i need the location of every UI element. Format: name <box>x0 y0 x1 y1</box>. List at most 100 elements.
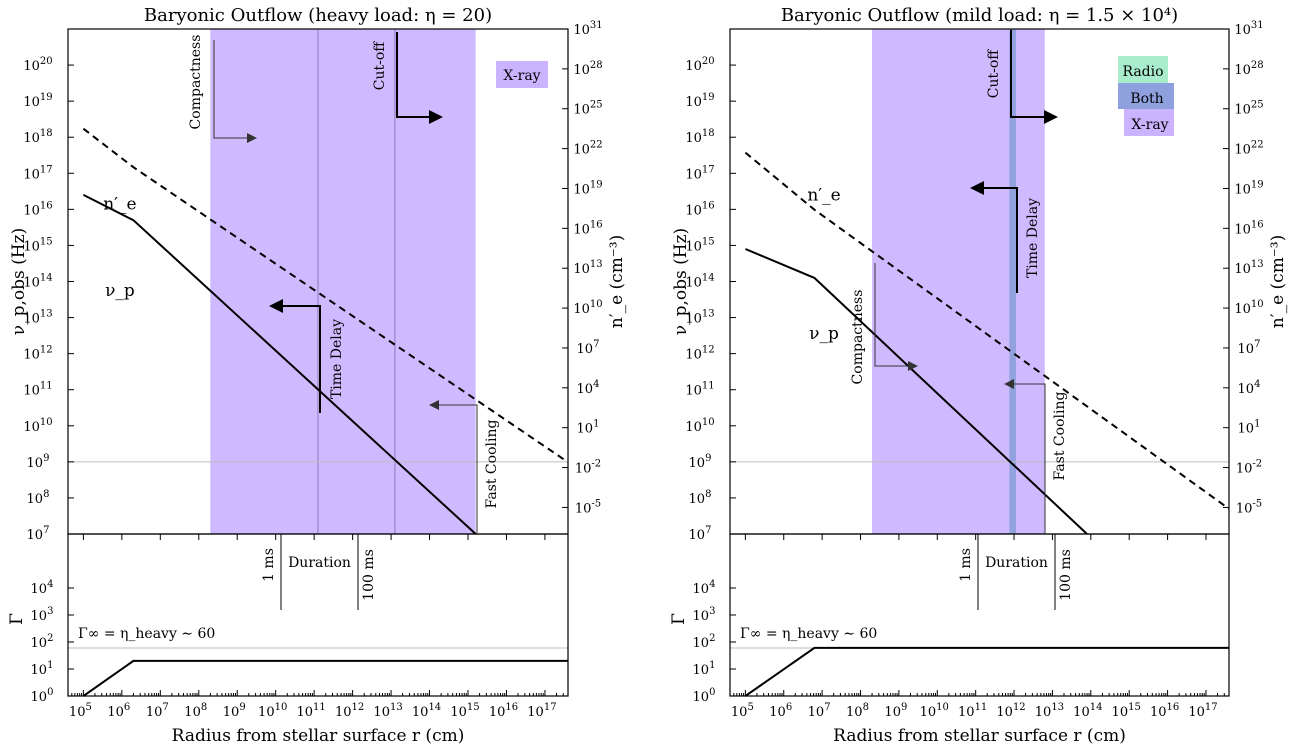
y-right-tick-label: 1031 <box>1234 20 1263 38</box>
x-tick-label: 1016 <box>1150 702 1179 720</box>
y-right-tick-label: 1016 <box>573 219 602 237</box>
x-tick-label: 105 <box>69 702 92 720</box>
y-right-tick-label: 10-2 <box>575 459 601 477</box>
time-delay-label: Time Delay <box>1025 198 1041 278</box>
series-gamma <box>82 659 568 697</box>
shaded-region-x-ray <box>210 29 476 534</box>
compactness-arrow <box>874 263 913 367</box>
cutoff-label: Cut-off <box>372 41 388 91</box>
legend-label-both: Both <box>1130 91 1163 107</box>
gamma-inf-label: Γ∞ = η_heavy ∼ 60 <box>78 626 215 642</box>
x-tick-label: 108 <box>184 702 207 720</box>
time-delay-arrow <box>977 187 1018 293</box>
duration-label: Duration <box>985 555 1048 571</box>
y-left-tick-label: 1018 <box>23 128 52 146</box>
shaded-region-both <box>1009 29 1016 534</box>
y-left-tick-label: 1013 <box>23 309 52 327</box>
x-tick-label: 1015 <box>1112 702 1141 720</box>
y-gamma-tick-label: 102 <box>693 633 716 651</box>
y-axis-label-gamma: Γ <box>7 613 27 625</box>
y-gamma-tick-label: 104 <box>31 579 54 597</box>
fast-cooling-arrow <box>436 404 478 534</box>
y-left-tick-label: 1019 <box>685 92 714 110</box>
x-tick-label: 107 <box>146 702 169 720</box>
x-tick-label: 1011 <box>297 702 326 720</box>
x-tick-label: 1012 <box>335 702 364 720</box>
x-tick-label: 109 <box>884 702 907 720</box>
y-axis-label-right: n′_e (cm⁻³) <box>607 235 627 328</box>
legend-swatch-radio <box>1118 56 1168 83</box>
y-left-tick-label: 107 <box>689 525 712 543</box>
x-tick-label: 107 <box>808 702 831 720</box>
y-right-tick-label: 1022 <box>1234 140 1263 158</box>
y-right-tick-label: 1025 <box>573 100 602 118</box>
y-right-tick-label: 1022 <box>573 140 602 158</box>
y-right-tick-label: 1013 <box>1234 259 1263 277</box>
y-right-tick-label: 1028 <box>573 60 602 78</box>
y-right-tick-label: 1013 <box>573 259 602 277</box>
y-right-tick-label: 107 <box>577 339 600 357</box>
y-left-tick-label: 109 <box>689 453 712 471</box>
y-right-tick-label: 1010 <box>573 299 602 317</box>
series-nu-p <box>82 194 477 535</box>
x-tick-label: 1010 <box>258 702 287 720</box>
shaded-region-x-ray <box>872 29 1045 534</box>
y-left-tick-label: 1011 <box>23 381 52 399</box>
y-gamma-tick-label: 102 <box>31 633 54 651</box>
time-delay-label: Time Delay <box>329 319 345 399</box>
y-right-tick-label: 1019 <box>1234 179 1263 197</box>
y-left-tick-label: 1017 <box>23 164 52 182</box>
fast-cooling-label: Fast Cooling <box>1052 392 1068 481</box>
bottom-axes-frame <box>729 533 1230 697</box>
y-gamma-tick-label: 103 <box>31 606 54 624</box>
chart-title: Baryonic Outflow (mild load: η = 1.5 × 1… <box>781 5 1178 26</box>
y-left-tick-label: 108 <box>27 489 50 507</box>
duration-label: Duration <box>288 555 351 571</box>
legend-label-radio: Radio <box>1122 64 1163 80</box>
fast-cooling-arrowhead <box>429 400 439 410</box>
y-gamma-tick-label: 100 <box>31 687 54 705</box>
x-tick-label: 106 <box>107 702 130 720</box>
series-n-e <box>744 151 1230 510</box>
y-right-tick-label: 1028 <box>1234 60 1263 78</box>
y-left-tick-label: 1020 <box>23 56 52 74</box>
x-tick-label: 1013 <box>1035 702 1064 720</box>
compactness-label: Compactness <box>850 290 866 385</box>
y-left-tick-label: 109 <box>27 453 50 471</box>
y-axis-label-left: ν_p,obs (Hz) <box>9 228 29 335</box>
cutoff-arrow <box>396 32 438 118</box>
compactness-arrow <box>213 40 254 139</box>
duration-label-100ms: 100 ms <box>361 549 377 601</box>
y-left-tick-label: 1011 <box>685 381 714 399</box>
y-left-tick-label: 108 <box>689 489 712 507</box>
y-gamma-tick-label: 103 <box>693 606 716 624</box>
x-tick-label: 1017 <box>1188 702 1217 720</box>
cutoff-arrow <box>1010 30 1052 118</box>
y-axis-label-gamma: Γ <box>669 613 689 625</box>
legend-swatch-xray <box>1124 109 1174 136</box>
y-right-tick-label: 10-5 <box>575 498 601 516</box>
y-right-tick-label: 1025 <box>1234 100 1263 118</box>
fast-cooling-arrowhead <box>1004 379 1014 389</box>
gamma-inf-label: Γ∞ = η_heavy ∼ 60 <box>740 626 877 642</box>
compactness-arrowhead <box>908 361 918 371</box>
y-left-tick-label: 1018 <box>685 128 714 146</box>
y-left-tick-label: 1015 <box>685 236 714 254</box>
y-left-tick-label: 1015 <box>23 236 52 254</box>
time-delay-arrowhead <box>970 181 984 195</box>
y-left-tick-label: 1014 <box>23 273 52 291</box>
x-tick-label: 1013 <box>373 702 402 720</box>
chart-panel-1: 105 106 107 108 109 1010 1011 1012 1013 1014 1015 1… <box>7 5 627 746</box>
series-nu-p <box>745 248 1088 535</box>
x-tick-label: 1010 <box>920 702 949 720</box>
cutoff-arrowhead <box>1044 110 1058 124</box>
x-tick-label: 106 <box>769 702 792 720</box>
x-tick-label: 109 <box>223 702 246 720</box>
y-left-tick-label: 1012 <box>685 345 714 363</box>
y-right-tick-label: 1010 <box>1234 299 1263 317</box>
x-axis-label: Radius from stellar surface r (cm) <box>833 726 1126 746</box>
y-right-tick-label: 104 <box>577 379 600 397</box>
x-tick-label: 108 <box>846 702 869 720</box>
y-axis-label-left: ν_p,obs (Hz) <box>671 228 691 335</box>
